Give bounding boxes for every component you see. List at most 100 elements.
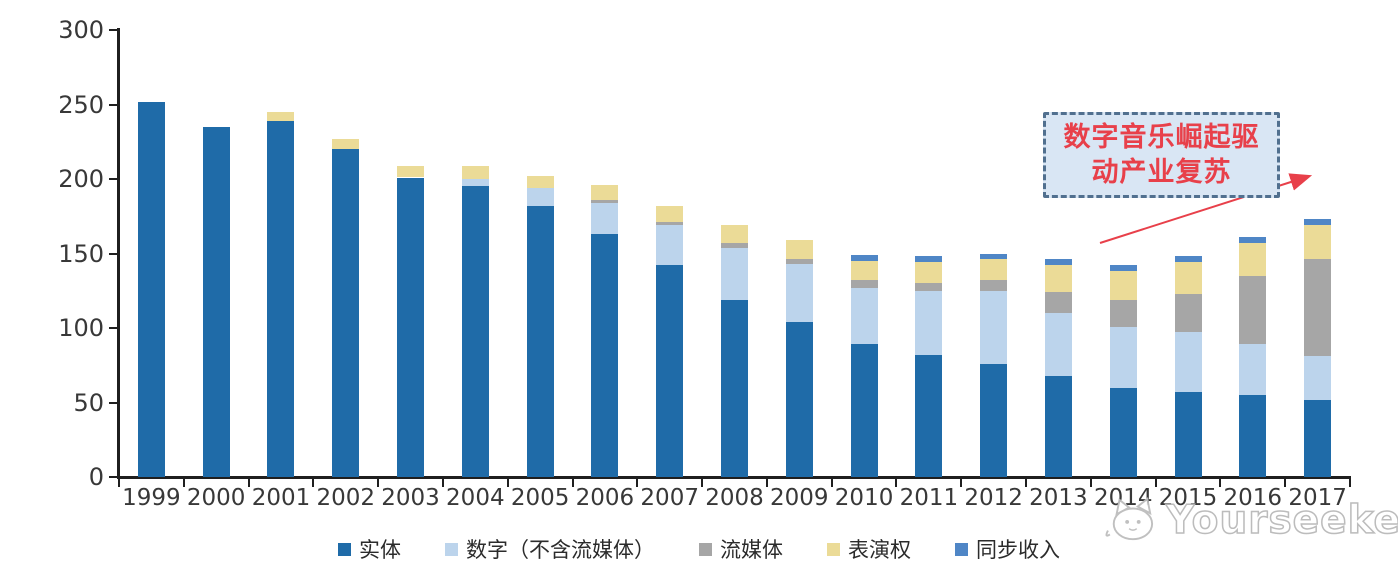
bar-2012-digital [980, 290, 1008, 364]
x-axis-tick [247, 479, 250, 487]
bar-2015-digital [1174, 332, 1202, 393]
x-axis-tick [830, 479, 833, 487]
bar-2011-digital [915, 290, 943, 355]
x-axis-label-2009: 2009 [770, 485, 829, 511]
x-axis-label-2000: 2000 [186, 485, 246, 511]
y-axis-tick [109, 401, 117, 404]
bar-2016-streaming [1239, 275, 1267, 345]
annotation-text-line2: 动产业复苏 [1091, 157, 1232, 188]
bar-2012-sync [980, 253, 1008, 260]
x-axis-tick [636, 479, 639, 487]
x-axis-label-2011: 2011 [899, 485, 959, 511]
x-axis-label-2016: 2016 [1223, 485, 1283, 511]
bar-2011-performance [915, 262, 943, 284]
bar-2016-sync [1239, 237, 1267, 244]
bar-2015-sync [1174, 256, 1202, 263]
bar-2007-digital [656, 225, 684, 266]
x-axis-label-2007: 2007 [640, 485, 699, 511]
x-axis-tick [118, 479, 120, 487]
bar-2013-performance [1044, 265, 1072, 293]
bar-2016-digital [1239, 344, 1267, 396]
bar-2013-streaming [1044, 292, 1072, 314]
bar-2014-sync [1109, 265, 1137, 272]
bar-2004-physical [461, 186, 489, 477]
bar-2013-physical [1044, 375, 1072, 477]
bar-2014-streaming [1109, 299, 1137, 327]
x-axis-tick [441, 479, 444, 487]
x-axis-tick [765, 479, 768, 487]
x-axis-label-1999: 1999 [122, 485, 181, 511]
x-axis-tick [1284, 479, 1287, 487]
watermark-text: Yourseeker [1165, 497, 1398, 544]
legend-label-physical: 实体 [359, 538, 401, 562]
legend-swatch-digital [445, 542, 458, 556]
legend-item-performance: 表演权 [827, 534, 911, 564]
x-axis [117, 476, 1351, 479]
bar-2012-performance [980, 259, 1008, 281]
legend-item-digital: 数字（不含流媒体） [445, 534, 655, 564]
bar-2015-streaming [1174, 293, 1202, 333]
bar-2008-physical [721, 299, 748, 477]
legend-item-streaming: 流媒体 [699, 534, 783, 564]
x-axis-label-2015: 2015 [1158, 485, 1218, 511]
bar-2010-physical [850, 344, 878, 477]
bar-2005-digital [526, 187, 554, 206]
bar-2011-physical [915, 354, 943, 477]
bar-2012-physical [980, 363, 1008, 477]
bar-2009-digital [785, 263, 813, 323]
bar-2017-streaming [1304, 259, 1332, 357]
y-axis [117, 28, 120, 478]
x-axis-tick [182, 479, 185, 487]
y-axis-tick [109, 103, 117, 106]
bar-2000-physical [202, 126, 230, 477]
legend-label-performance: 表演权 [848, 538, 911, 562]
x-axis-label-2017: 2017 [1288, 485, 1347, 511]
bar-2010-digital [850, 287, 878, 345]
bar-2010-sync [850, 254, 878, 261]
bar-2001-physical [267, 120, 295, 477]
y-axis-tick [109, 29, 117, 31]
legend: 实体 数字（不含流媒体） 流媒体 表演权 同步收入 [0, 534, 1398, 564]
bar-2003-physical [397, 177, 425, 477]
y-axis-tick [109, 476, 117, 478]
bar-2013-digital [1044, 313, 1072, 376]
bar-1999-physical [137, 101, 165, 477]
bar-2004-performance [461, 165, 489, 179]
x-axis-tick [377, 479, 380, 487]
bar-2005-physical [526, 205, 554, 477]
legend-swatch-physical [338, 542, 351, 556]
bar-2014-digital [1109, 326, 1137, 388]
x-axis-label-2002: 2002 [316, 485, 376, 511]
x-axis-tick [701, 479, 704, 487]
bar-2017-performance [1304, 225, 1332, 260]
bar-2011-sync [915, 256, 943, 263]
bar-2015-performance [1174, 262, 1202, 294]
bar-2014-performance [1109, 271, 1137, 300]
bar-2007-physical [656, 265, 684, 477]
legend-label-streaming: 流媒体 [720, 538, 783, 562]
bar-2017-physical [1304, 399, 1332, 477]
yourseeker-cat-logo-icon [1105, 497, 1154, 541]
x-axis-label-2005: 2005 [510, 485, 570, 511]
bar-2011-streaming [915, 283, 943, 291]
bar-2002-physical [332, 149, 360, 477]
x-axis-label-2013: 2013 [1029, 485, 1088, 511]
bar-2014-physical [1109, 387, 1137, 477]
bar-2006-digital [591, 202, 619, 235]
y-axis-label: 200 [58, 165, 104, 193]
x-axis-label-2006: 2006 [575, 485, 635, 511]
bar-2009-streaming [785, 259, 813, 264]
y-axis-label: 100 [58, 314, 104, 342]
x-axis-tick [1025, 479, 1028, 487]
legend-swatch-performance [827, 542, 840, 556]
bar-2007-streaming [656, 222, 684, 226]
bar-2017-digital [1304, 356, 1332, 400]
bar-2010-performance [850, 260, 878, 281]
bar-2006-physical [591, 234, 619, 477]
bar-2016-physical [1239, 395, 1267, 477]
y-axis-label: 0 [88, 463, 104, 491]
bar-2009-physical [785, 322, 813, 477]
y-axis-tick [109, 327, 117, 329]
annotation-text-line1: 数字音乐崛起驱 [1063, 122, 1260, 153]
